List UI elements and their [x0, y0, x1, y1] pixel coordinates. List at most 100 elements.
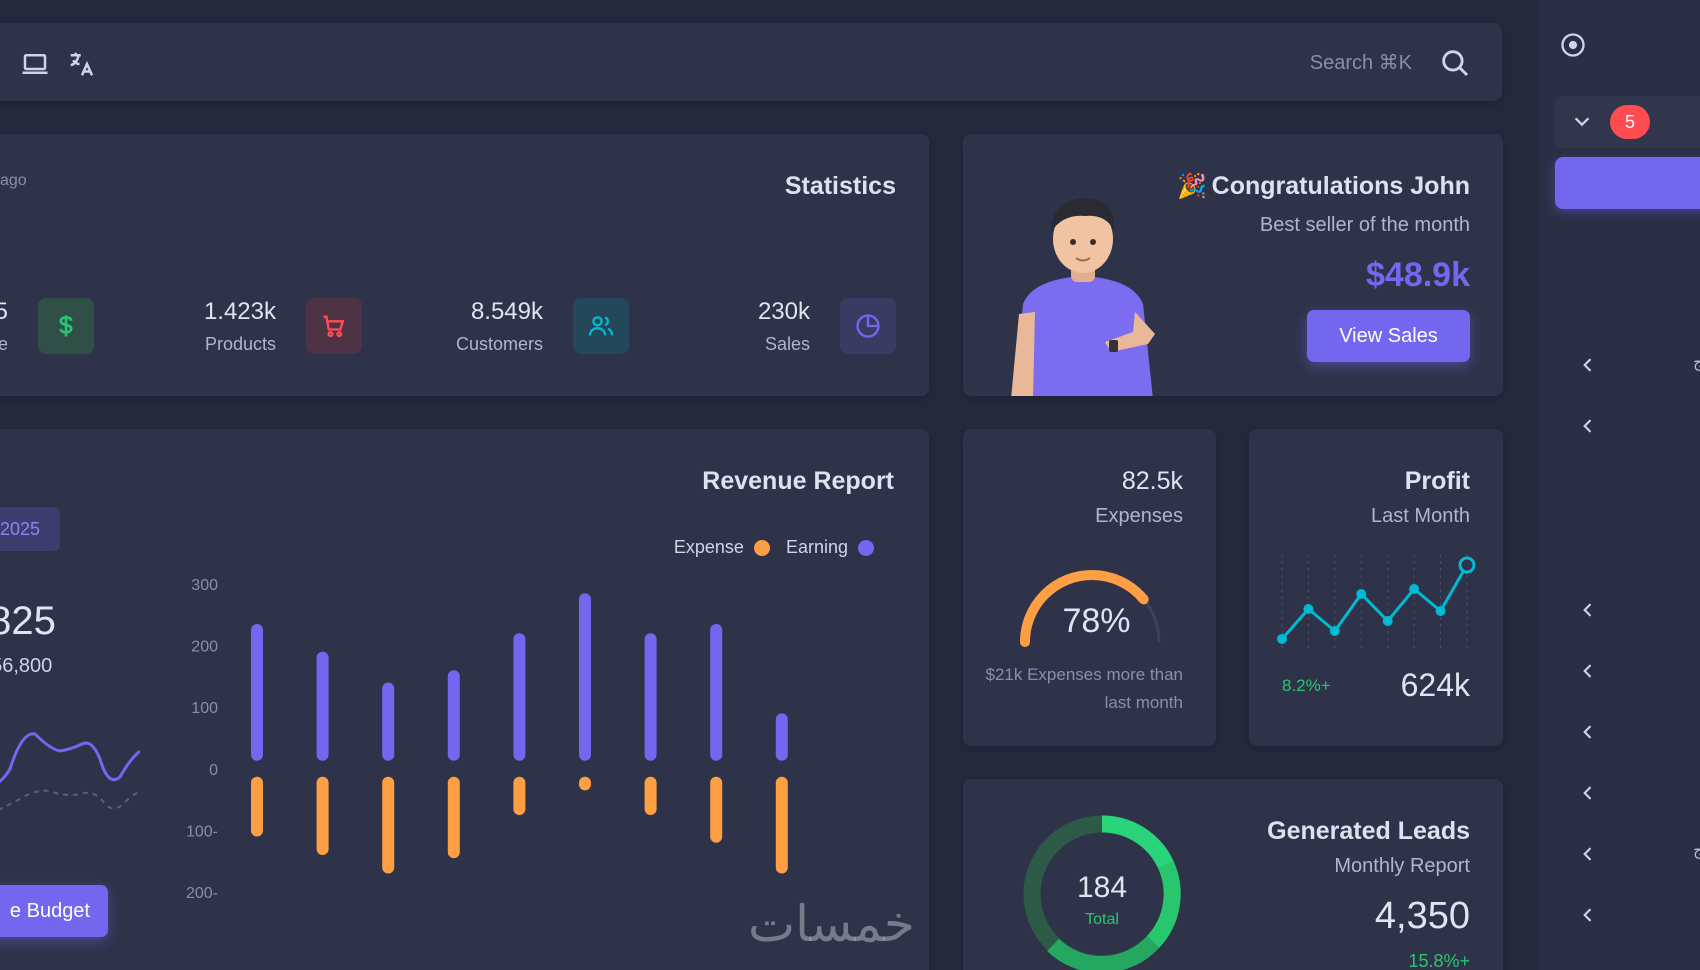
- revenue-bar-chart: 3002001000100-200-JanFebMarAprMayJunJulA…: [186, 579, 788, 902]
- bar-expense[interactable]: [775, 776, 788, 874]
- leads-value: 4,350: [1374, 895, 1470, 937]
- chart-legend: Expense Earning: [674, 537, 874, 558]
- profit-point[interactable]: [1303, 604, 1314, 614]
- y-tick-label: 100-: [186, 823, 218, 840]
- leads-subtitle: Monthly Report: [1334, 855, 1470, 877]
- leads-total-value: 184: [1076, 871, 1128, 904]
- congrats-title: Congratulations John: [1211, 172, 1470, 200]
- profit-subtitle: Last Month: [1371, 505, 1470, 527]
- profit-point[interactable]: [1458, 556, 1476, 574]
- bar-expense[interactable]: [579, 776, 591, 791]
- profit-value: 624k: [1400, 667, 1470, 703]
- profit-card: Profit Last Month 8.2%+ 624k: [1249, 429, 1503, 746]
- notification-badge: 5: [1610, 105, 1650, 139]
- translate-icon[interactable]: [67, 49, 97, 79]
- congrats-subtitle: Best seller of the month: [1259, 214, 1470, 236]
- bar-expense[interactable]: [644, 776, 657, 815]
- chevron-left-icon[interactable]: [1578, 660, 1598, 682]
- bar-expense[interactable]: [382, 776, 395, 874]
- profit-point[interactable]: [1329, 626, 1340, 636]
- bar-earning[interactable]: [447, 670, 460, 761]
- year-dropdown[interactable]: 2025: [0, 507, 60, 551]
- view-sales-button[interactable]: View Sales: [1307, 310, 1470, 362]
- bar-earning[interactable]: [316, 651, 329, 761]
- bar-earning[interactable]: [251, 624, 263, 761]
- legend-expense[interactable]: Expense: [674, 537, 770, 558]
- y-tick-label: 200: [191, 639, 218, 656]
- profit-point[interactable]: [1435, 606, 1446, 616]
- bar-expense[interactable]: [513, 776, 526, 815]
- pie-chart-icon: [840, 298, 896, 354]
- bar-expense[interactable]: [316, 776, 329, 856]
- stat-value: 8.549k: [470, 298, 543, 325]
- chevron-left-icon[interactable]: [1578, 843, 1598, 865]
- sidebar-item-glyph: ﺝ: [1693, 354, 1700, 371]
- stat-value: 230k: [757, 298, 810, 325]
- y-tick-label: 0: [209, 762, 218, 779]
- bar-expense[interactable]: [251, 776, 263, 837]
- sidebar-item-glyph: ﺝ: [1693, 842, 1700, 859]
- bar-earning[interactable]: [775, 713, 788, 761]
- budget-amount: ,825: [0, 599, 56, 643]
- chevron-left-icon[interactable]: [1578, 904, 1598, 926]
- chevron-left-icon[interactable]: [1578, 354, 1598, 376]
- chevron-left-icon[interactable]: [1578, 415, 1598, 437]
- increase-budget-button[interactable]: e Budget: [0, 885, 108, 937]
- bar-earning[interactable]: [382, 682, 395, 761]
- users-icon: [573, 298, 629, 354]
- y-tick-label: 300: [191, 579, 218, 594]
- stat-label: Customers: [455, 334, 543, 354]
- profit-point[interactable]: [1409, 584, 1420, 594]
- search-input[interactable]: Search ⌘K: [1309, 52, 1412, 74]
- leads-donut-chart: [1023, 815, 1181, 970]
- leads-title: Generated Leads: [1267, 817, 1470, 845]
- profit-growth: 8.2%+: [1282, 676, 1331, 695]
- chevron-left-icon[interactable]: [1578, 721, 1598, 743]
- leads-total-label: Total: [1085, 911, 1119, 928]
- y-tick-label: 100: [191, 700, 218, 717]
- search-icon[interactable]: [1438, 46, 1472, 80]
- legend-earning[interactable]: Earning: [786, 537, 874, 558]
- chevron-left-icon[interactable]: [1578, 599, 1598, 621]
- expenses-label: Expenses: [1095, 505, 1183, 527]
- expenses-value: 82.5k: [1121, 467, 1183, 495]
- stats-title: Statistics: [784, 172, 896, 200]
- bar-earning[interactable]: [513, 633, 526, 761]
- bar-earning[interactable]: [644, 633, 657, 761]
- right-sidebar: 5 ﺝ ﺝ ﺝ: [1537, 0, 1700, 970]
- avatar-illustration: [1011, 198, 1155, 396]
- cart-icon: [306, 298, 362, 354]
- sidebar-item-active[interactable]: ﺝ: [1555, 157, 1700, 209]
- y-tick-label: 200-: [186, 885, 218, 902]
- revenue-title: Revenue Report: [702, 467, 894, 495]
- party-popper-icon: 🎉: [1177, 173, 1207, 200]
- legend-dot: [753, 540, 770, 557]
- stat-label: ue: [0, 334, 8, 354]
- bar-expense[interactable]: [710, 776, 723, 843]
- budget-sparkline: [0, 732, 140, 811]
- leads-growth: 15.8%+: [1408, 951, 1470, 970]
- chevron-left-icon[interactable]: [1578, 782, 1598, 804]
- budget-subtitle: : 56,800: [0, 655, 53, 677]
- dollar-icon: [38, 298, 94, 354]
- profit-point[interactable]: [1277, 634, 1287, 644]
- stat-value: 5: [0, 298, 8, 325]
- profit-line: [1280, 564, 1469, 640]
- watermark-logo: خمسات: [748, 895, 915, 953]
- laptop-icon[interactable]: [20, 49, 50, 79]
- bar-earning[interactable]: [710, 624, 723, 761]
- expenses-gauge: [1020, 570, 1164, 647]
- radio-circle-icon[interactable]: [1559, 31, 1587, 59]
- bar-earning[interactable]: [579, 593, 591, 761]
- expenses-note: $21k Expenses more than last month: [985, 665, 1183, 712]
- bar-expense[interactable]: [447, 776, 460, 859]
- sidebar-menu-group[interactable]: 5: [1555, 96, 1700, 148]
- profit-line-chart: [1277, 554, 1476, 649]
- congrats-amount: $48.9k: [1366, 256, 1470, 294]
- profit-point[interactable]: [1382, 616, 1393, 626]
- profit-point[interactable]: [1356, 589, 1367, 599]
- revenue-report-card: Revenue Report 2025 ,825 : 56,800 e Budg…: [0, 429, 929, 970]
- stat-label: Sales: [764, 334, 810, 354]
- expenses-card: 82.5k Expenses 78% $21k Expenses more th…: [963, 429, 1216, 746]
- chevron-down-icon: [1571, 110, 1593, 132]
